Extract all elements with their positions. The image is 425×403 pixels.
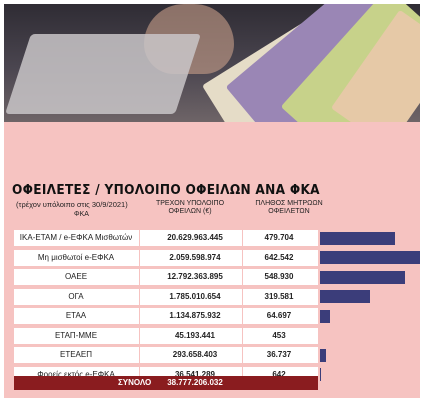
debtors-bar — [320, 348, 326, 362]
table-row: ΕΤΑΠ-ΜΜΕ 45.193.441 453 — [14, 327, 318, 344]
debtors-value: 642.542 — [264, 252, 294, 262]
column-header-debtors: ΠΛΗΘΟΣ ΜΗΤΡΩΩΝ ΟΦΕΙΛΕΤΩΝ — [246, 200, 332, 216]
chart-title: ΟΦΕΙΛΕΤΕΣ / ΥΠΟΛΟΙΠΟ ΟΦΕΙΛΩΝ ΑΝΑ ΦΚΑ — [12, 182, 320, 198]
debtors-value: 548.930 — [264, 272, 294, 281]
fka-name: ΕΤΕΑΕΠ — [59, 350, 92, 359]
column-divider — [242, 347, 243, 363]
table-row: ΙΚΑ-ΕΤΑΜ / e-ΕΦΚΑ Μισθωτών 20.629.963.445… — [14, 230, 318, 246]
column-header-debtors-line2: ΟΦΕΙΛΕΤΩΝ — [268, 208, 310, 215]
column-divider — [242, 288, 243, 305]
total-label: ΣΥΝΟΛΟ — [118, 378, 152, 387]
column-divider — [242, 249, 243, 266]
column-header-debt-line1: ΤΡΕΧΟΝ ΥΠΟΛΟΙΠΟ — [155, 200, 225, 207]
debt-value: 2.059.598.974 — [169, 252, 221, 262]
total-row: ΣΥΝΟΛΟ 38.777.206.032 — [14, 376, 318, 390]
debtors-value: 642 — [272, 369, 286, 379]
debtors-value: 36.737 — [266, 350, 292, 359]
debt-value: 1.134.875.932 — [169, 311, 221, 320]
fka-name: ΟΓΑ — [68, 291, 84, 301]
column-header-fka: ΦΚΑ — [74, 211, 89, 218]
debt-value: 293.658.403 — [172, 350, 218, 359]
column-divider — [242, 269, 243, 285]
debt-value: 12.792.363.895 — [167, 272, 223, 281]
table-row: Μη μισθωτοί e-ΕΦΚΑ 2.059.598.974 642.542 — [14, 249, 318, 266]
column-divider — [139, 327, 140, 344]
debtors-bar-chart — [320, 230, 420, 390]
column-header-debt-line2: ΟΦΕΙΛΩΝ (€) — [168, 208, 212, 215]
column-divider — [139, 249, 140, 266]
fka-name: Μη μισθωτοί e-ΕΦΚΑ — [37, 252, 115, 262]
infographic: ΟΦΕΙΛΕΤΕΣ / ΥΠΟΛΟΙΠΟ ΟΦΕΙΛΩΝ ΑΝΑ ΦΚΑ (τρ… — [4, 4, 420, 398]
debtors-bar — [320, 251, 420, 264]
debtors-value: 479.704 — [264, 233, 294, 242]
column-divider — [139, 288, 140, 305]
column-divider — [242, 327, 243, 344]
table-row: ΕΤΕΑΕΠ 293.658.403 36.737 — [14, 347, 318, 363]
debt-value: 45.193.441 — [174, 330, 216, 340]
fka-name: ΕΤΑΠ-ΜΜΕ — [54, 330, 98, 340]
column-header-debt: ΤΡΕΧΟΝ ΥΠΟΛΟΙΠΟ ΟΦΕΙΛΩΝ (€) — [144, 200, 236, 216]
debt-value: 20.629.963.445 — [167, 233, 223, 242]
calculator-shape — [5, 34, 201, 114]
column-divider — [242, 308, 243, 324]
column-divider — [139, 347, 140, 363]
fka-name: ΕΤΑΑ — [65, 311, 87, 320]
table-row: ΟΑΕΕ 12.792.363.895 548.930 — [14, 269, 318, 285]
banknotes-calculator-photo — [4, 4, 420, 122]
fka-name: Φορείς εκτός e-ΕΦΚΑ — [37, 369, 115, 379]
debtors-bar — [320, 270, 406, 284]
column-divider — [242, 366, 243, 383]
column-divider — [139, 366, 140, 383]
debtors-value: 64.697 — [266, 311, 292, 320]
column-header-debtors-line1: ΠΛΗΘΟΣ ΜΗΤΡΩΩΝ — [255, 200, 323, 207]
debtors-bar — [320, 231, 395, 245]
table-row: ΟΓΑ 1.785.010.654 319.581 — [14, 288, 318, 305]
debt-value: 1.785.010.654 — [169, 291, 221, 301]
debtors-bar — [320, 309, 331, 323]
column-divider — [242, 230, 243, 246]
fka-name: ΟΑΕΕ — [64, 272, 88, 281]
table-row: ΕΤΑΑ 1.134.875.932 64.697 — [14, 308, 318, 324]
column-divider — [139, 308, 140, 324]
chart-subtitle: (τρέχον υπόλοιπο στις 30/9/2021) — [16, 200, 128, 209]
debtors-value: 453 — [272, 330, 286, 340]
debtors-bar — [320, 290, 370, 303]
fka-name: ΙΚΑ-ΕΤΑΜ / e-ΕΦΚΑ Μισθωτών — [19, 233, 133, 242]
debt-value: 36.541.289 — [174, 369, 216, 379]
column-divider — [139, 269, 140, 285]
debtors-value: 319.581 — [264, 291, 294, 301]
total-value: 38.777.206.032 — [167, 378, 223, 387]
column-divider — [139, 230, 140, 246]
